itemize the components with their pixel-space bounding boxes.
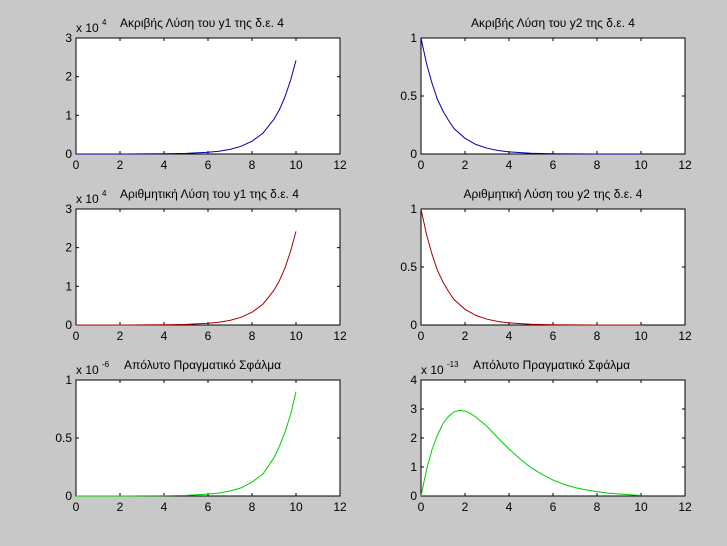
y-tick-label: 0 <box>410 489 417 503</box>
y-tick-label: 1 <box>410 202 417 216</box>
series-line <box>420 409 642 497</box>
series-line <box>76 231 297 326</box>
axis-exponent: 4 <box>102 189 107 198</box>
series-line <box>420 208 641 326</box>
x-tick-label: 0 <box>418 329 425 343</box>
y-tick-label: 4 <box>410 373 417 387</box>
x-tick-label: 12 <box>678 329 692 343</box>
x-tick-label: 4 <box>161 158 168 172</box>
x-tick-label: 6 <box>550 329 557 343</box>
x-tick-label: 8 <box>594 329 601 343</box>
y-tick-label: 0 <box>410 318 417 332</box>
y-tick-label: 3 <box>410 402 417 416</box>
x-tick-label: 0 <box>73 158 80 172</box>
y-tick-label: 0.5 <box>55 431 72 445</box>
x-tick-label: 6 <box>550 158 557 172</box>
y-tick-label: 1 <box>410 460 417 474</box>
x-tick-label: 4 <box>506 158 513 172</box>
y-tick-label: 1 <box>65 279 72 293</box>
x-tick-label: 4 <box>506 500 513 514</box>
x-tick-label: 2 <box>117 329 124 343</box>
x-tick-label: 4 <box>161 329 168 343</box>
y-tick-label: 2 <box>65 70 72 84</box>
subplot-title: Ακριβής Λύση του y2 της δ.ε. 4 <box>471 16 635 30</box>
x-tick-label: 0 <box>73 329 80 343</box>
y-tick-label: 0 <box>65 489 72 503</box>
axis-exponent: -6 <box>102 360 110 369</box>
subplot-4: 0 2 4 6 8 10 12 0 0.5 1 Αριθμητική Λύση του y2 της… <box>400 187 692 343</box>
x-tick-label: 6 <box>550 500 557 514</box>
x-tick-label: 4 <box>506 329 513 343</box>
y-tick-label: 0 <box>410 147 417 161</box>
axis-exponent: 4 <box>102 18 107 27</box>
x-tick-label: 2 <box>117 158 124 172</box>
y-tick-label: 0 <box>65 147 72 161</box>
series-line <box>420 37 641 155</box>
axis-multiplier: x 10 <box>76 192 99 206</box>
x-tick-label: 10 <box>289 329 303 343</box>
plot-area <box>420 37 686 155</box>
series-line <box>76 60 297 155</box>
x-tick-label: 12 <box>333 500 347 514</box>
y-tick-label: 0 <box>65 318 72 332</box>
y-tick-label: 1 <box>65 373 72 387</box>
x-tick-label: 10 <box>634 158 648 172</box>
y-tick-label: 0.5 <box>400 260 417 274</box>
series-line <box>76 391 297 497</box>
y-tick-label: 0.5 <box>400 89 417 103</box>
x-tick-label: 4 <box>161 500 168 514</box>
x-tick-label: 8 <box>594 500 601 514</box>
y-tick-label: 1 <box>410 31 417 45</box>
x-tick-label: 10 <box>634 329 648 343</box>
subplot-title: Αριθμητική Λύση του y1 της δ.ε. 4 <box>120 187 299 201</box>
plot-area <box>420 379 686 497</box>
x-tick-label: 8 <box>249 500 256 514</box>
subplot-title: Απόλυτο Πραγματικό Σφάλμα <box>473 358 630 372</box>
x-tick-label: 12 <box>333 329 347 343</box>
subplot-title: Αριθμητική Λύση του y2 της δ.ε. 4 <box>464 187 643 201</box>
x-tick-label: 8 <box>249 158 256 172</box>
subplot-title: Απόλυτο Πραγματικό Σφάλμα <box>124 358 281 372</box>
x-tick-label: 8 <box>594 158 601 172</box>
x-tick-label: 2 <box>462 329 469 343</box>
x-tick-label: 0 <box>418 158 425 172</box>
x-tick-label: 2 <box>462 500 469 514</box>
plot-area <box>420 208 686 326</box>
axis-multiplier: x 10 <box>76 21 99 35</box>
x-tick-label: 6 <box>205 500 212 514</box>
x-tick-label: 10 <box>634 500 648 514</box>
x-tick-label: 0 <box>73 500 80 514</box>
axis-multiplier: x 10 <box>421 363 444 377</box>
y-tick-label: 1 <box>65 108 72 122</box>
x-tick-label: 6 <box>205 329 212 343</box>
y-tick-label: 3 <box>65 31 72 45</box>
plot-area <box>75 208 341 326</box>
x-tick-label: 10 <box>289 500 303 514</box>
x-tick-label: 12 <box>678 500 692 514</box>
x-tick-label: 8 <box>249 329 256 343</box>
plot-area <box>75 379 341 497</box>
x-tick-label: 2 <box>462 158 469 172</box>
axis-multiplier: x 10 <box>76 363 99 377</box>
x-tick-label: 2 <box>117 500 124 514</box>
x-tick-label: 10 <box>289 158 303 172</box>
plot-area <box>75 37 341 155</box>
y-tick-label: 2 <box>65 241 72 255</box>
y-tick-label: 3 <box>65 202 72 216</box>
x-tick-label: 12 <box>678 158 692 172</box>
subplot-5: 0 2 4 6 8 10 12 0 0.5 1 x 10 -6 Απόλυτο Πραγματικό Σ… <box>55 358 347 514</box>
axis-exponent: -13 <box>447 360 459 369</box>
x-tick-label: 6 <box>205 158 212 172</box>
subplot-title: Ακριβής Λύση του y1 της δ.ε. 4 <box>120 16 284 30</box>
y-tick-label: 2 <box>410 431 417 445</box>
subplot-2: 0 2 4 6 8 10 12 0 0.5 1 Ακριβής Λύση του y2 της δ.… <box>400 16 692 172</box>
x-tick-label: 0 <box>418 500 425 514</box>
x-tick-label: 12 <box>333 158 347 172</box>
